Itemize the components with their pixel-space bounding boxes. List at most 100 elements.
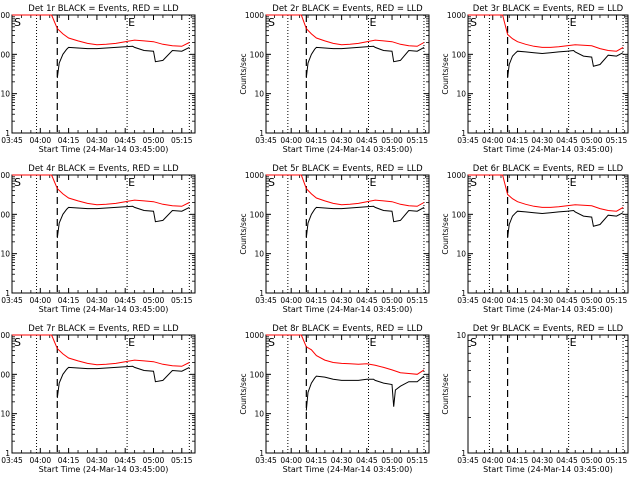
y-axis-label: Counts/sec [441, 53, 450, 94]
x-tick-label: 05:00 [143, 296, 165, 305]
events-series-line [305, 45, 425, 79]
x-tick-label: 04:15 [507, 456, 529, 465]
plot-frame [11, 14, 196, 134]
x-axis-label: Start Time (24-Mar-14 03:45:00) [39, 465, 169, 474]
chart-panel-3: Det 3r BLACK = Events, RED = LLD 1 10 100 10… [441, 4, 629, 154]
plot-frame [467, 334, 629, 454]
x-tick-label: 05:15 [406, 136, 428, 145]
x-tick-label: 05:00 [381, 296, 403, 305]
start-marker: S [470, 16, 477, 29]
y-tick-label: 1 [5, 289, 10, 298]
y-tick-label: 10 [254, 250, 264, 259]
x-tick-label: 03:45 [255, 456, 277, 465]
x-tick-label: 04:00 [29, 296, 51, 305]
x-tick-label: 05:00 [381, 456, 403, 465]
lld-series-line [266, 14, 425, 47]
chart-title: Det 7r BLACK = Events, RED = LLD [28, 324, 179, 334]
y-tick-label: 1 [259, 449, 264, 458]
x-tick-label: 04:15 [306, 296, 328, 305]
x-tick-label: 03:45 [457, 456, 479, 465]
x-tick-label: 04:00 [482, 296, 504, 305]
x-tick-label: 04:45 [556, 456, 578, 465]
x-tick-label: 04:30 [531, 296, 553, 305]
events-series-line [56, 365, 190, 399]
x-tick-label: 04:00 [280, 456, 302, 465]
y-tick-label: 1000 [245, 11, 264, 20]
start-marker: S [470, 336, 477, 349]
x-tick-label: 03:45 [255, 136, 277, 145]
x-tick-label: 04:00 [29, 136, 51, 145]
x-tick-label: 04:00 [482, 136, 504, 145]
y-tick-label: 10 [254, 90, 264, 99]
start-marker: S [470, 176, 477, 189]
events-series-line [305, 375, 425, 411]
x-tick-label: 05:00 [381, 136, 403, 145]
x-tick-label: 03:45 [457, 136, 479, 145]
x-tick-label: 05:00 [581, 296, 603, 305]
plot-frame [265, 14, 430, 134]
y-tick-label: 10 [0, 250, 10, 259]
y-tick-label: 1 [461, 449, 466, 458]
x-tick-label: 05:00 [581, 456, 603, 465]
y-tick-label: 1000 [447, 11, 466, 20]
x-tick-label: 03:45 [1, 456, 23, 465]
x-axis-label: Start Time (24-Mar-14 03:45:00) [483, 305, 613, 314]
chart-title: Det 4r BLACK = Events, RED = LLD [28, 164, 179, 174]
chart-panel-5: Det 5r BLACK = Events, RED = LLD 1 10 100 10… [239, 164, 430, 314]
x-tick-label: 04:45 [356, 136, 378, 145]
chart-title: Det 9r BLACK = Events, RED = LLD [473, 324, 624, 334]
x-tick-label: 04:15 [306, 456, 328, 465]
x-tick-label: 04:45 [114, 456, 136, 465]
x-tick-label: 04:45 [114, 296, 136, 305]
y-axis-label: Counts/sec [441, 373, 450, 414]
y-tick-label: 100 [452, 210, 467, 219]
x-tick-label: 04:00 [482, 456, 504, 465]
y-axis-label: Counts/sec [239, 213, 248, 254]
x-tick-label: 05:00 [581, 136, 603, 145]
x-tick-label: 03:45 [1, 296, 23, 305]
end-marker: E [128, 176, 135, 189]
plot-frame [467, 174, 629, 294]
start-marker: S [14, 16, 21, 29]
events-series-line [56, 45, 190, 79]
x-tick-label: 04:15 [58, 456, 80, 465]
y-tick-label: 10 [456, 90, 466, 99]
chart-panel-1: Det 1r BLACK = Events, RED = LLD 1 10 100 10… [0, 4, 196, 154]
chart-panel-9: Det 9r BLACK = Events, RED = LLD 1 10 03:45… [441, 324, 629, 474]
events-series-line [305, 205, 425, 239]
plot-frame [11, 334, 196, 454]
x-tick-label: 04:15 [507, 296, 529, 305]
x-tick-label: 04:30 [86, 136, 108, 145]
x-tick-label: 05:00 [143, 136, 165, 145]
y-tick-label: 1000 [0, 11, 10, 20]
x-tick-label: 03:45 [255, 296, 277, 305]
y-tick-label: 1 [461, 289, 466, 298]
y-tick-label: 1 [259, 129, 264, 138]
lld-series-line [468, 174, 624, 212]
y-tick-label: 100 [0, 370, 10, 379]
y-tick-label: 1000 [245, 331, 264, 340]
lld-series-line [266, 174, 425, 207]
y-tick-label: 100 [250, 210, 265, 219]
y-tick-label: 100 [0, 210, 10, 219]
x-axis-label: Start Time (24-Mar-14 03:45:00) [283, 465, 413, 474]
end-marker: E [128, 336, 135, 349]
y-tick-label: 10 [0, 410, 10, 419]
plot-frame [265, 334, 430, 454]
x-tick-label: 04:30 [331, 456, 353, 465]
end-marker: E [570, 336, 577, 349]
x-tick-label: 04:30 [86, 456, 108, 465]
lld-series-line [266, 334, 425, 375]
lld-series-line [12, 334, 190, 367]
y-tick-label: 100 [250, 370, 265, 379]
y-tick-label: 100 [452, 50, 467, 59]
x-tick-label: 04:00 [280, 136, 302, 145]
end-marker: E [370, 176, 377, 189]
start-marker: S [268, 176, 275, 189]
x-tick-label: 04:15 [58, 136, 80, 145]
x-tick-label: 04:45 [556, 136, 578, 145]
y-tick-label: 100 [250, 50, 265, 59]
x-tick-label: 05:15 [606, 136, 628, 145]
x-tick-label: 05:15 [606, 456, 628, 465]
chart-title: Det 8r BLACK = Events, RED = LLD [272, 324, 423, 334]
